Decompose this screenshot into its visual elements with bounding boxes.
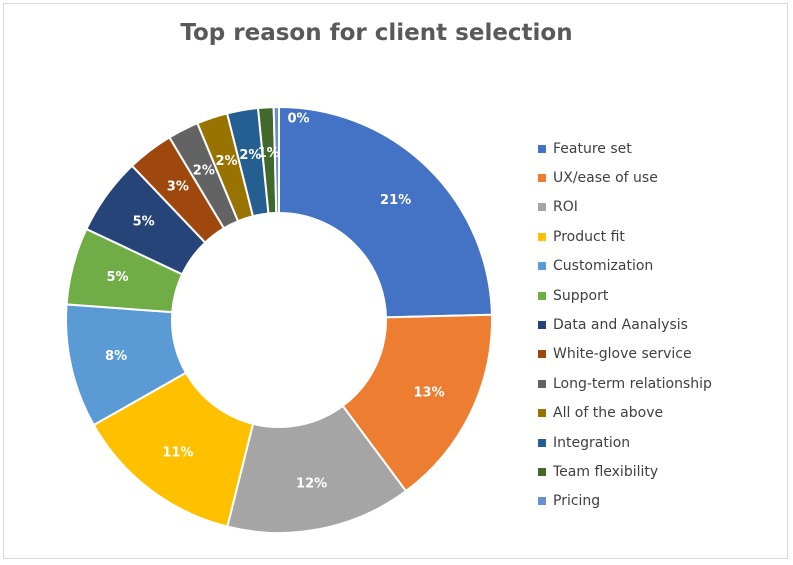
legend-label: Integration	[553, 434, 631, 451]
chart-title: Top reason for client selection	[180, 20, 573, 46]
legend-item-pricing: Pricing	[538, 487, 712, 516]
legend-label: Pricing	[553, 493, 601, 510]
legend-label: ROI	[553, 199, 578, 216]
data-label-roi: 12%	[296, 476, 327, 491]
legend-swatch	[538, 438, 546, 447]
legend-label: Data and Aanalysis	[553, 317, 688, 334]
legend-swatch	[538, 350, 546, 359]
legend-label: Feature set	[553, 140, 632, 157]
slice-ux-ease-of-use	[341, 313, 493, 493]
data-label-customization: 8%	[105, 349, 127, 364]
legend-item-customization: Customization	[538, 252, 712, 281]
data-label-long-term-relationship: 2%	[193, 163, 215, 178]
data-label-ux-ease-of-use: 13%	[414, 386, 445, 401]
legend-item-feature-set: Feature set	[538, 134, 712, 163]
legend: Feature set UX/ease of use ROI Product fit C…	[538, 134, 712, 516]
legend-label: Customization	[553, 258, 654, 275]
legend-item-data-and-aanalysis: Data and Aanalysis	[538, 310, 712, 339]
legend-label: Product fit	[553, 228, 625, 245]
slice-pricing	[272, 105, 280, 215]
legend-label: Long-term relationship	[553, 375, 712, 392]
data-label-all-of-the-above: 2%	[216, 154, 238, 169]
legend-item-roi: ROI	[538, 193, 712, 222]
legend-label: UX/ease of use	[553, 170, 658, 187]
legend-swatch	[538, 262, 546, 271]
legend-swatch	[538, 379, 546, 388]
legend-label: White-glove service	[553, 346, 692, 363]
data-label-team-flexibility: 1%	[258, 146, 280, 161]
data-label-white-glove-service: 3%	[167, 180, 189, 195]
legend-swatch	[538, 203, 546, 212]
legend-swatch	[538, 409, 546, 418]
slice-feature-set	[278, 105, 493, 319]
legend-swatch	[538, 497, 546, 506]
data-label-support: 5%	[106, 270, 128, 285]
legend-swatch	[538, 291, 546, 300]
legend-item-long-term-relationship: Long-term relationship	[538, 369, 712, 398]
legend-item-ux-ease-of-use: UX/ease of use	[538, 163, 712, 192]
legend-swatch	[538, 467, 546, 476]
legend-item-integration: Integration	[538, 428, 712, 457]
legend-swatch	[538, 144, 546, 153]
legend-label: Team flexibility	[553, 463, 659, 480]
legend-label: Support	[553, 287, 609, 304]
legend-swatch	[538, 174, 546, 183]
legend-item-team-flexibility: Team flexibility	[538, 457, 712, 486]
slice-roi	[226, 404, 408, 534]
data-label-integration: 2%	[239, 148, 261, 163]
legend-item-all-of-the-above: All of the above	[538, 399, 712, 428]
legend-swatch	[538, 232, 546, 241]
legend-item-support: Support	[538, 281, 712, 310]
data-label-feature-set: 21%	[380, 193, 411, 208]
legend-label: All of the above	[553, 405, 664, 422]
legend-item-white-glove-service: White-glove service	[538, 340, 712, 369]
legend-item-product-fit: Product fit	[538, 222, 712, 251]
data-label-data-and-aanalysis: 5%	[133, 215, 155, 230]
legend-swatch	[538, 321, 546, 330]
data-label-product-fit: 11%	[162, 445, 193, 460]
data-label-pricing: 0%	[287, 112, 309, 127]
